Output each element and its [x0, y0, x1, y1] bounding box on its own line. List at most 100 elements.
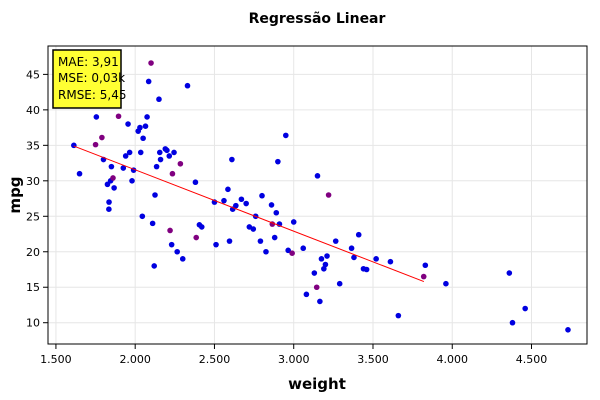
train-point [275, 158, 281, 165]
train-point [259, 192, 265, 199]
test-point [110, 175, 116, 181]
train-point [93, 114, 100, 120]
train-point [243, 200, 249, 207]
train-point [129, 178, 135, 184]
train-point [363, 266, 370, 273]
train-point [351, 254, 357, 261]
train-point [250, 226, 257, 232]
y-tick-label: 30 [26, 175, 40, 188]
train-point [321, 265, 327, 272]
x-axis-label: weight [288, 375, 346, 393]
train-point [238, 196, 245, 203]
x-tick-label: 3.500 [357, 353, 389, 366]
train-point [153, 163, 160, 170]
train-point [137, 149, 144, 156]
y-tick-label: 10 [26, 317, 40, 330]
train-point [233, 202, 239, 209]
train-point [164, 147, 170, 154]
test-point [313, 284, 320, 291]
train-point [179, 256, 186, 262]
train-point [522, 305, 528, 312]
train-point [126, 149, 133, 156]
train-point [108, 163, 115, 170]
train-point [166, 153, 173, 159]
train-point [506, 270, 513, 276]
x-tick-label: 1.500 [40, 353, 72, 366]
chart-title: Regressão Linear [249, 11, 386, 27]
mae-label: MAE: 3,91 [58, 55, 119, 69]
train-point [443, 280, 449, 287]
train-point [156, 96, 162, 103]
train-point [140, 135, 146, 142]
train-point [565, 327, 571, 333]
train-point [149, 220, 156, 227]
train-point [300, 245, 307, 252]
train-point [168, 241, 175, 248]
y-tick-label: 35 [26, 139, 40, 152]
test-point [99, 134, 105, 141]
x-tick-label: 2.000 [119, 353, 151, 366]
axis-ticks: 1.500 2.000 2.500 3.000 3.500 4.000 4.500 10 15 2… [26, 68, 547, 366]
train-point [290, 219, 297, 225]
train-point [111, 185, 117, 191]
train-point [106, 206, 112, 212]
train-point [509, 319, 516, 326]
y-tick-label: 45 [26, 68, 40, 81]
train-point [225, 186, 231, 193]
train-point [122, 153, 129, 159]
train-point [257, 238, 264, 244]
train-point [226, 238, 233, 244]
train-point [156, 149, 163, 156]
test-point [193, 234, 200, 241]
train-point [314, 173, 321, 179]
metrics-box: MAE: 3,91 MSE: 0,03k RMSE: 5,45 [52, 49, 126, 109]
train-point [145, 78, 152, 85]
mse-label: MSE: 0,03k [58, 71, 125, 85]
train-point [142, 123, 149, 129]
train-point [322, 261, 329, 268]
train-point [221, 197, 227, 204]
x-tick-label: 4.000 [437, 353, 469, 366]
train-point [273, 209, 280, 216]
train-point [184, 82, 191, 89]
train-point [137, 124, 143, 131]
test-point [169, 170, 176, 177]
train-point [171, 149, 177, 156]
train-point [263, 248, 269, 255]
train-point [106, 199, 112, 205]
train-point [192, 179, 199, 186]
x-tick-label: 3.000 [278, 353, 310, 366]
test-point [115, 113, 122, 120]
train-point [229, 156, 235, 163]
train-point [152, 192, 158, 198]
y-tick-label: 15 [26, 281, 40, 294]
regression-line [73, 145, 425, 283]
train-point [268, 202, 275, 208]
test-point [177, 160, 184, 167]
train-point [271, 234, 278, 241]
train-point [174, 248, 181, 255]
train-point [125, 121, 131, 127]
train-point [120, 165, 127, 171]
train-point [318, 256, 325, 262]
train-point [139, 213, 146, 220]
test-point [325, 192, 332, 198]
train-point [317, 298, 323, 305]
y-tick-label: 40 [26, 104, 40, 117]
train-point [387, 258, 394, 265]
train-point [324, 253, 330, 259]
train-point [355, 231, 362, 238]
train-point [76, 170, 83, 177]
rmse-label: RMSE: 5,45 [58, 88, 126, 102]
train-point [303, 291, 310, 298]
train-point [395, 312, 402, 319]
test-point [420, 273, 427, 280]
y-tick-label: 20 [26, 246, 40, 259]
test-point [92, 141, 99, 148]
y-tick-label: 25 [26, 210, 40, 223]
train-point [336, 280, 343, 287]
data-points [71, 60, 571, 333]
test-point [167, 227, 173, 234]
train-point [282, 132, 289, 139]
